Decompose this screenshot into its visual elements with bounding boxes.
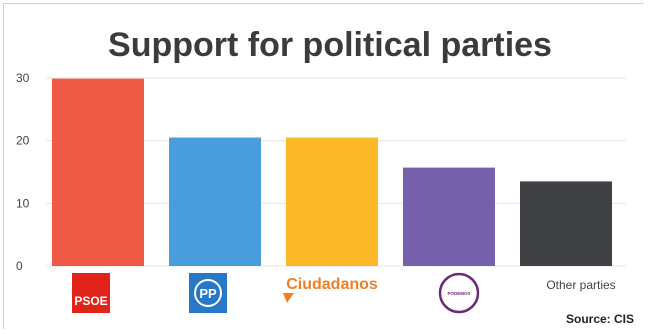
chart: Support for political parties 0 10 20 30 PS… bbox=[4, 4, 645, 330]
bar-ciudadanos bbox=[286, 137, 378, 266]
bar-other-parties bbox=[520, 181, 612, 266]
pp-logo: PP bbox=[189, 273, 227, 313]
podemos-logo-text: PODEMOS bbox=[447, 291, 470, 296]
y-tick-label: 30 bbox=[16, 71, 30, 85]
ciudadanos-logo: Ciudadanos bbox=[283, 276, 378, 303]
y-tick-label: 0 bbox=[16, 259, 23, 273]
y-tick-label: 10 bbox=[16, 196, 30, 210]
bar-pp bbox=[169, 137, 261, 266]
podemos-logo: PODEMOS bbox=[438, 272, 480, 314]
bar-podemos bbox=[403, 167, 495, 266]
other-parties-label: Other parties bbox=[546, 278, 615, 292]
pp-logo-text: PP bbox=[199, 286, 217, 301]
bars bbox=[52, 78, 612, 266]
ciudadanos-logo-text: Ciudadanos bbox=[286, 276, 378, 293]
chart-frame: Support for political parties 0 10 20 30 PS… bbox=[3, 3, 645, 330]
psoe-logo: PSOE bbox=[72, 273, 110, 313]
y-tick-label: 20 bbox=[16, 134, 30, 148]
chart-title: Support for political parties bbox=[108, 26, 552, 64]
source-note: Source: CIS bbox=[566, 312, 634, 326]
y-axis-ticks: 0 10 20 30 bbox=[16, 71, 30, 273]
psoe-logo-text: PSOE bbox=[74, 294, 107, 308]
ciudadanos-mark-icon bbox=[283, 293, 294, 303]
bar-psoe bbox=[52, 78, 144, 266]
